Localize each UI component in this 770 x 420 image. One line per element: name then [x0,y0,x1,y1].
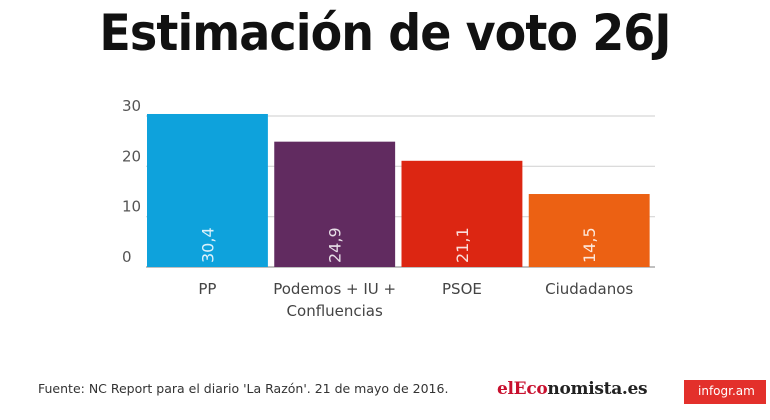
bar [274,141,396,267]
y-tick-label: 30 [122,97,141,115]
y-tick-label: 10 [122,198,141,216]
bar [528,194,650,267]
y-tick-label: 0 [122,248,132,266]
bar [147,113,268,267]
bar-value-label: 24,9 [326,227,345,263]
bar-value-label: 30,4 [198,227,217,263]
infogram-badge-shape [684,380,766,404]
bar-value-label: 14,5 [580,227,599,263]
x-tick-label-line: PP [198,280,216,298]
infogram-label: infogr.am [698,384,755,398]
x-tick-label-line: Podemos + IU + [273,280,396,298]
y-tick-label: 20 [122,147,141,165]
chart-title: Estimación de voto 26J [99,4,671,62]
x-tick-label: Ciudadanos [545,280,633,298]
logo-part-1: elEco [497,379,548,399]
bar [401,160,523,267]
infogram-badge[interactable]: infogr.am [684,380,766,404]
bar-value-label: 21,1 [453,227,472,263]
x-tick-label-line: PSOE [442,280,482,298]
source-note: Fuente: NC Report para el diario 'La Raz… [38,381,449,396]
x-tick-label-line: Ciudadanos [545,280,633,298]
x-tick-label: PP [198,280,216,298]
logo-part-2: nomista.es [547,379,648,399]
publisher-logo[interactable]: elEconomista.es [497,379,648,399]
x-tick-label-line: Confluencias [287,302,383,320]
x-tick-label: Podemos + IU + Confluencias [273,280,396,320]
x-tick-label: PSOE [442,280,482,298]
